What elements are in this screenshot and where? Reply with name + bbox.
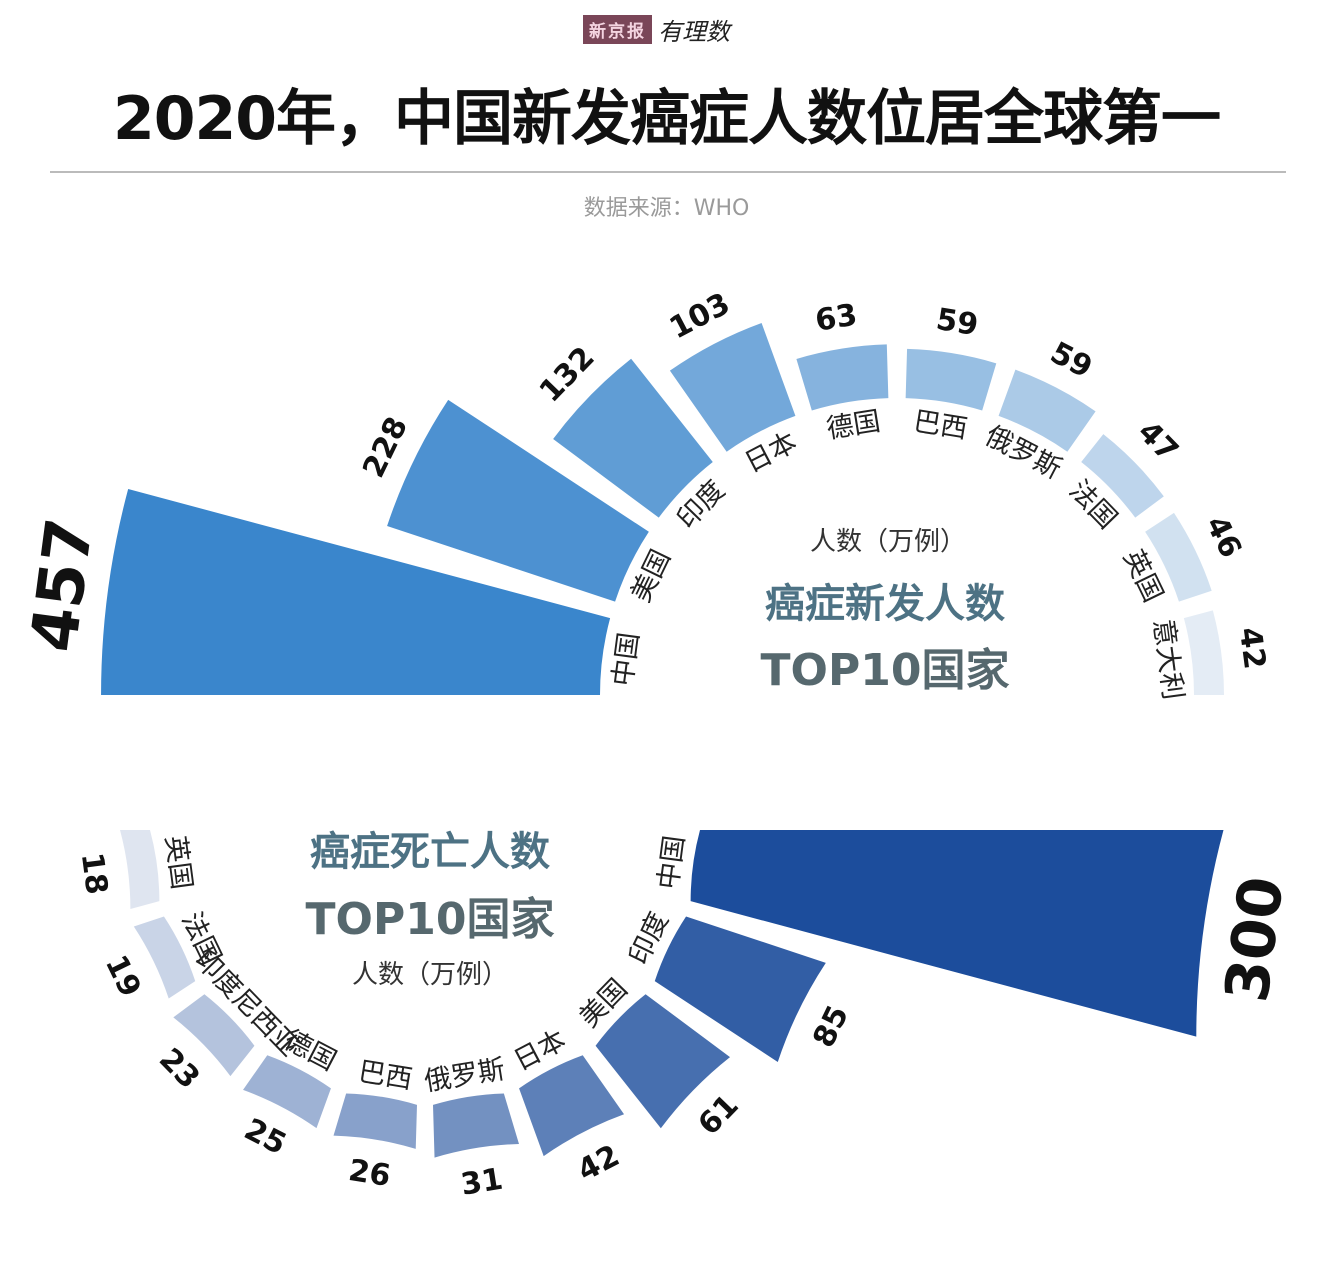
bar-中国	[101, 488, 611, 695]
value-label: 228	[356, 412, 415, 484]
value-label: 26	[346, 1153, 393, 1194]
bar-法国	[133, 916, 196, 999]
value-label: 23	[152, 1042, 206, 1096]
deaths-chart: 中国300印度85美国61日本42俄罗斯31巴西26德国25印度尼西亚23法国1…	[74, 830, 1298, 1203]
new-cases-unit: 人数（万例）	[810, 527, 966, 557]
bar-日本	[669, 322, 796, 452]
value-label: 59	[934, 302, 981, 343]
category-label: 巴西	[356, 1056, 414, 1095]
data-source: 数据来源：WHO	[583, 196, 750, 221]
deaths-subtitle: TOP10国家	[306, 894, 555, 945]
bar-英国	[1145, 512, 1212, 602]
bar-德国	[243, 1055, 331, 1129]
title-divider	[50, 171, 1286, 173]
value-label: 42	[572, 1138, 625, 1188]
logo-column: 有理数	[658, 18, 730, 46]
bar-法国	[1081, 434, 1164, 518]
bar-印度	[654, 916, 826, 1063]
value-label: 25	[239, 1112, 292, 1162]
value-label: 47	[1131, 414, 1185, 468]
bar-意大利	[1183, 610, 1224, 695]
bar-英国	[120, 830, 160, 909]
category-label: 德国	[824, 406, 882, 445]
value-label: 59	[1045, 335, 1098, 385]
value-label: 19	[98, 950, 148, 1003]
value-label: 103	[664, 286, 736, 346]
value-label: 85	[806, 1000, 856, 1053]
value-label: 46	[1198, 511, 1248, 564]
bar-美国	[387, 399, 649, 602]
bar-巴西	[333, 1093, 418, 1149]
logo: 新京报 有理数	[583, 12, 730, 47]
bar-印度	[553, 358, 713, 518]
category-label: 俄罗斯	[422, 1054, 507, 1098]
category-label: 巴西	[911, 406, 969, 445]
new-cases-subtitle: TOP10国家	[761, 645, 1010, 696]
category-label: 中国	[607, 631, 645, 689]
category-label: 意大利	[1147, 617, 1188, 701]
bar-俄罗斯	[998, 369, 1096, 452]
value-label: 457	[17, 514, 108, 656]
logo-brand: 新京报	[583, 15, 652, 44]
bar-印度尼西亚	[173, 994, 255, 1077]
bar-俄罗斯	[432, 1093, 519, 1158]
bar-日本	[519, 1055, 625, 1157]
value-label: 300	[1212, 873, 1298, 1006]
bar-美国	[595, 994, 731, 1129]
value-label: 42	[1232, 625, 1272, 671]
bar-中国	[690, 830, 1224, 1037]
value-label: 63	[813, 298, 860, 339]
category-label: 中国	[653, 834, 691, 892]
value-label: 18	[74, 851, 114, 897]
value-label: 31	[458, 1162, 505, 1203]
bar-德国	[796, 344, 889, 411]
deaths-unit: 人数（万例）	[352, 960, 508, 990]
category-label: 英国	[159, 834, 197, 892]
new-cases-title: 癌症新发人数	[765, 581, 1005, 627]
bar-巴西	[905, 348, 997, 411]
deaths-title: 癌症死亡人数	[310, 829, 550, 875]
value-label: 61	[691, 1088, 745, 1142]
page-title: 2020年，中国新发癌症人数位居全球第一	[113, 84, 1221, 154]
